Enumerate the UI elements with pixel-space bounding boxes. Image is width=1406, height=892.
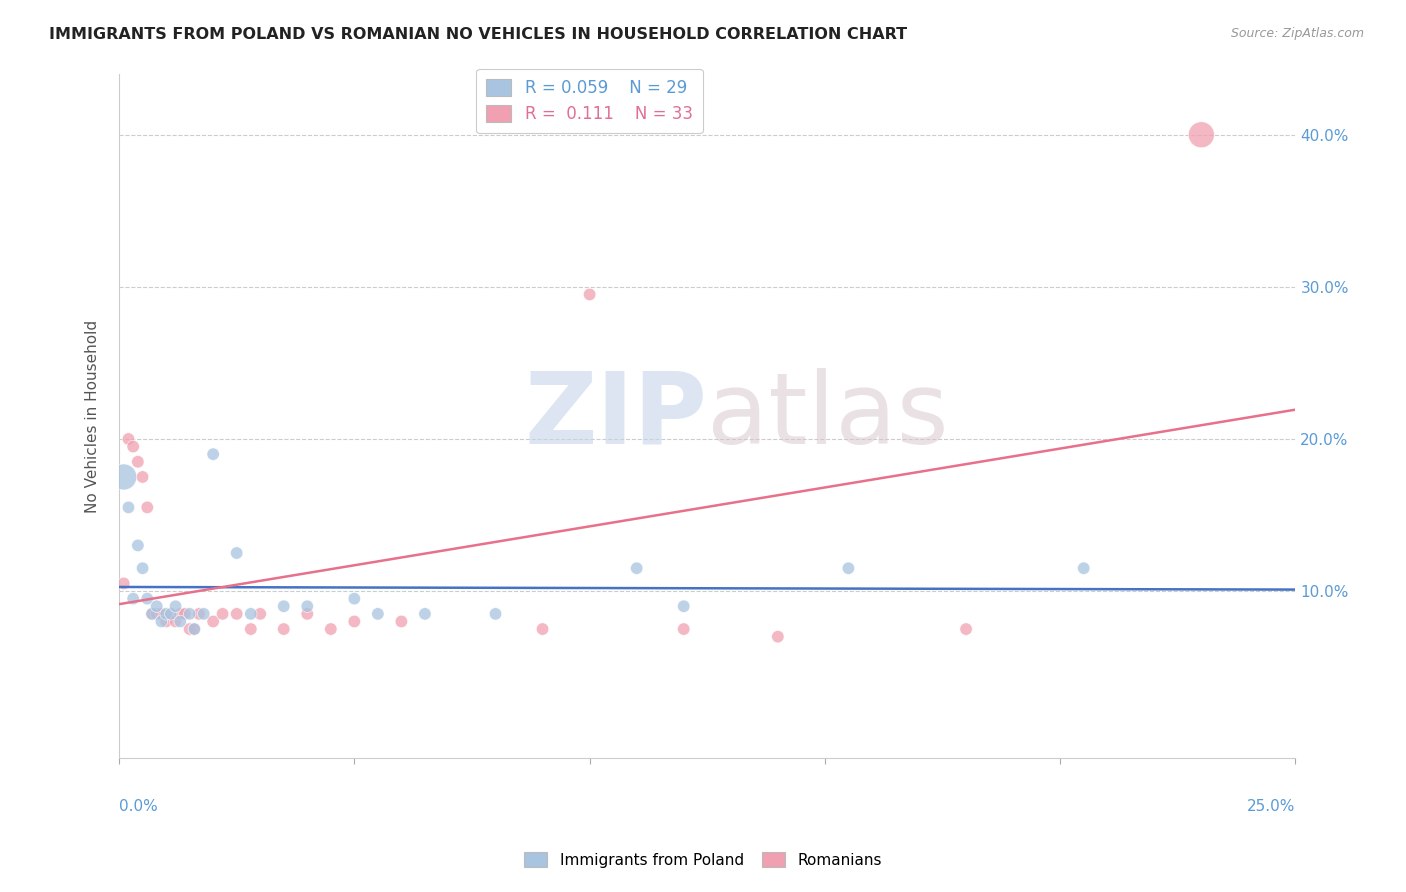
Point [131, 561, 153, 575]
Point [367, 607, 389, 621]
Point [155, 615, 177, 629]
Point [155, 607, 177, 621]
Point [249, 607, 271, 621]
Point [145, 607, 167, 621]
Point [225, 546, 247, 560]
Point [239, 607, 262, 621]
Point [343, 591, 366, 606]
Point [169, 607, 191, 621]
Point [672, 599, 695, 614]
Point [165, 599, 187, 614]
Point [117, 432, 139, 446]
Text: atlas: atlas [707, 368, 949, 465]
Text: Source: ZipAtlas.com: Source: ZipAtlas.com [1230, 27, 1364, 40]
Legend: R = 0.059    N = 29, R =  0.111    N = 33: R = 0.059 N = 29, R = 0.111 N = 33 [477, 69, 703, 133]
Text: ZIP: ZIP [524, 368, 707, 465]
Point [239, 622, 262, 636]
Point [145, 599, 167, 614]
Point [136, 591, 159, 606]
Point [202, 615, 225, 629]
Point [117, 500, 139, 515]
Point [179, 622, 201, 636]
Point [131, 470, 153, 484]
Point [225, 607, 247, 621]
Point [112, 576, 135, 591]
Point [127, 538, 149, 552]
Point [136, 500, 159, 515]
Point [165, 615, 187, 629]
Point [141, 607, 163, 621]
Y-axis label: No Vehicles in Household: No Vehicles in Household [86, 319, 100, 513]
Point [297, 599, 319, 614]
Point [150, 615, 173, 629]
Point [122, 591, 145, 606]
Point [112, 470, 135, 484]
Point [1073, 561, 1095, 575]
Point [837, 561, 859, 575]
Point [413, 607, 436, 621]
Point [169, 615, 191, 629]
Point [319, 622, 342, 636]
Point [484, 607, 506, 621]
Point [626, 561, 648, 575]
Point [343, 615, 366, 629]
Point [1189, 128, 1212, 142]
Point [672, 622, 695, 636]
Point [183, 622, 205, 636]
Text: 25.0%: 25.0% [1247, 799, 1295, 814]
Point [211, 607, 233, 621]
Point [159, 607, 181, 621]
Point [183, 622, 205, 636]
Point [179, 607, 201, 621]
Point [273, 599, 295, 614]
Point [122, 440, 145, 454]
Point [150, 607, 173, 621]
Point [141, 607, 163, 621]
Point [297, 607, 319, 621]
Point [766, 630, 789, 644]
Text: IMMIGRANTS FROM POLAND VS ROMANIAN NO VEHICLES IN HOUSEHOLD CORRELATION CHART: IMMIGRANTS FROM POLAND VS ROMANIAN NO VE… [49, 27, 907, 42]
Legend: Immigrants from Poland, Romanians: Immigrants from Poland, Romanians [519, 846, 887, 873]
Point [955, 622, 977, 636]
Point [389, 615, 412, 629]
Text: 0.0%: 0.0% [120, 799, 157, 814]
Point [127, 455, 149, 469]
Point [202, 447, 225, 461]
Point [174, 607, 197, 621]
Point [193, 607, 215, 621]
Point [578, 287, 600, 301]
Point [159, 607, 181, 621]
Point [273, 622, 295, 636]
Point [188, 607, 211, 621]
Point [531, 622, 554, 636]
